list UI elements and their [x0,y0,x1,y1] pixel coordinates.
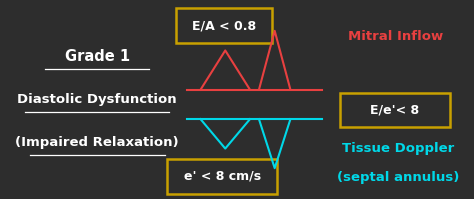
FancyBboxPatch shape [167,159,277,194]
Text: Mitral Inflow: Mitral Inflow [348,30,444,43]
FancyBboxPatch shape [176,8,273,43]
Text: E/e'< 8: E/e'< 8 [370,103,419,116]
Text: E/A < 0.8: E/A < 0.8 [192,19,256,32]
FancyBboxPatch shape [340,93,450,127]
Text: Diastolic Dysfunction: Diastolic Dysfunction [18,93,177,106]
Text: (Impaired Relaxation): (Impaired Relaxation) [15,136,179,149]
Text: e' < 8 cm/s: e' < 8 cm/s [183,170,261,183]
Text: Grade 1: Grade 1 [64,49,130,64]
Text: Tissue Doppler: Tissue Doppler [342,142,455,155]
Text: (septal annulus): (septal annulus) [337,172,459,184]
